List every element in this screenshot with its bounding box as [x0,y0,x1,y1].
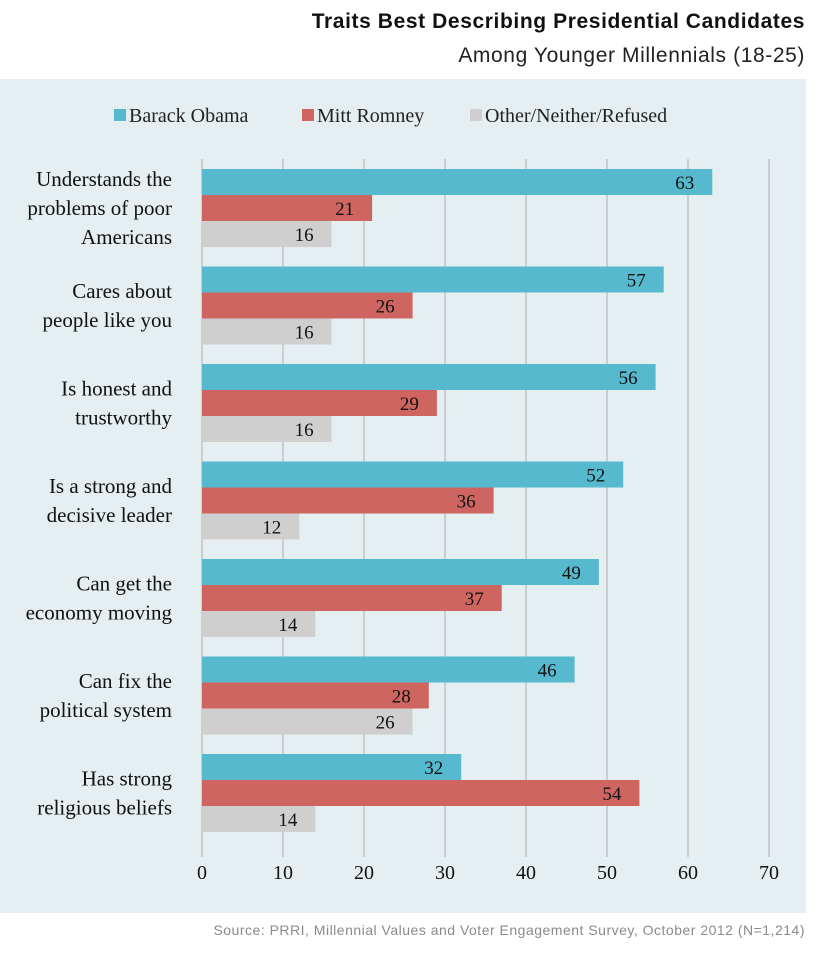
legend-label: Mitt Romney [317,105,424,127]
bar [202,611,316,637]
bar-value-label: 12 [262,518,281,539]
category-label: Americans [81,225,172,249]
bar-value-label: 32 [424,758,443,779]
x-tick-label: 10 [273,862,293,884]
bar-value-label: 14 [278,615,298,636]
x-tick-label: 60 [678,862,698,884]
bar-value-label: 28 [392,687,411,708]
chart-subtitle: Among Younger Millennials (18-25) [458,44,805,67]
bar [202,266,664,293]
bar-value-label: 52 [586,466,605,487]
category-label: political system [40,698,172,722]
chart-title: Traits Best Describing Presidential Cand… [311,10,805,33]
x-tick-label: 0 [197,862,207,884]
category-label: problems of poor [27,196,172,220]
bar-value-label: 57 [627,271,646,292]
x-tick-label: 30 [435,862,455,884]
bar [202,656,575,683]
bar [202,487,494,514]
bar [202,390,437,416]
chart-panel: Barack Obama Mitt Romney Other/Neither/Ref… [0,79,806,913]
bars: 63 21 16 57 26 16 56 29 16 52 36 12 49 37 14 46 28 26 32 54… [202,169,713,832]
category-label: economy moving [26,601,173,625]
legend-swatch [470,109,482,121]
bar [202,513,300,540]
category-label: Understands the [36,167,172,191]
x-axis-ticks: 0 10 20 30 40 50 60 70 [197,862,779,884]
bar-value-label: 29 [400,394,419,415]
legend-label: Barack Obama [129,105,249,127]
category-label: Can fix the [79,669,172,693]
bar [202,559,599,585]
bar [202,416,332,442]
category-label: Is a strong and [49,474,173,498]
category-label: Has strong [82,767,173,791]
bar-value-label: 26 [376,297,395,318]
bar [202,195,373,221]
x-tick-label: 20 [354,862,374,884]
category-label: Can get the [76,572,172,596]
bar [202,461,624,488]
bar-value-label: 16 [295,323,314,344]
bar [202,682,429,709]
bar-value-label: 56 [619,368,638,389]
bar-value-label: 16 [295,420,314,441]
x-tick-label: 50 [597,862,617,884]
category-label: decisive leader [47,503,172,527]
category-label: Cares about [72,279,172,303]
bar-value-label: 14 [278,810,298,831]
bar [202,364,656,390]
category-label: trustworthy [75,406,172,430]
legend-swatch [114,109,126,121]
bar [202,169,713,195]
bar-value-label: 36 [457,492,476,513]
bar [202,806,316,832]
bar-value-label: 16 [295,225,314,246]
bar [202,780,640,806]
bar-value-label: 37 [465,589,484,610]
x-tick-label: 70 [759,862,779,884]
bar-chart: Barack Obama Mitt Romney Other/Neither/Ref… [26,105,779,884]
bar [202,221,332,247]
bar-value-label: 63 [675,173,694,194]
category-label: Is honest and [61,377,172,401]
bar [202,754,462,780]
category-label: religious beliefs [37,796,172,820]
category-label: people like you [43,308,173,332]
legend-swatch [302,109,314,121]
legend-label: Other/Neither/Refused [485,105,667,127]
bar-value-label: 49 [562,563,581,584]
bar [202,318,332,345]
bar [202,585,502,611]
legend: Barack Obama Mitt Romney Other/Neither/Ref… [114,105,667,127]
bar-value-label: 21 [335,199,354,220]
x-tick-label: 40 [516,862,536,884]
bar-value-label: 26 [376,713,395,734]
bar-value-label: 46 [538,661,557,682]
bar-value-label: 54 [602,784,622,805]
bar [202,708,413,735]
category-labels: Understands the problems of poor Americans… [26,167,173,820]
source-note: Source: PRRI, Millennial Values and Vote… [213,922,805,938]
bar [202,292,413,319]
